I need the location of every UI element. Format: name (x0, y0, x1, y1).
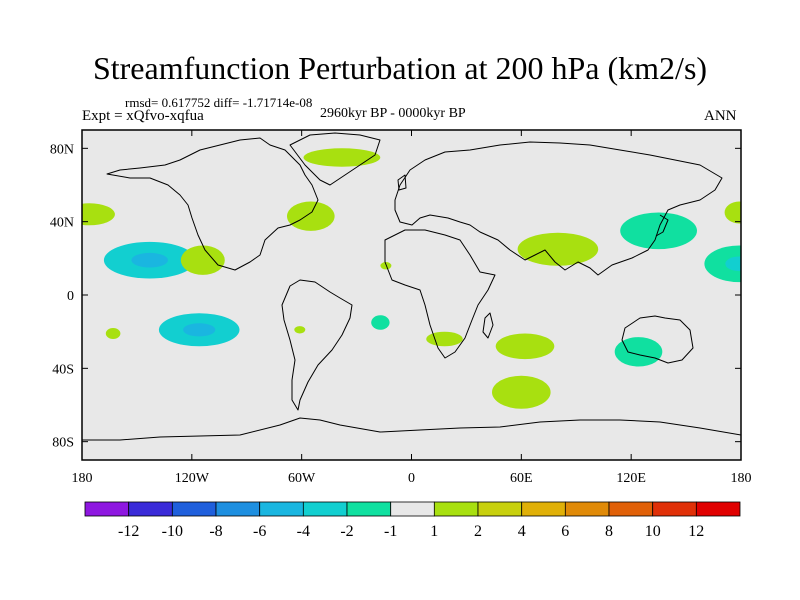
y-tick-label: 80S (52, 436, 74, 451)
colorbar-box (128, 501, 173, 517)
colorbar-label: 6 (561, 523, 569, 540)
anomaly-blob (620, 212, 697, 250)
colorbar-box (564, 501, 610, 517)
x-tick-label: 0 (408, 471, 415, 486)
experiment-label: Expt = xQfvo-xqfua (82, 108, 204, 124)
coast-south-america (281, 279, 353, 411)
x-tick-label: 180 (731, 471, 752, 486)
anomaly-blob (517, 232, 599, 266)
stats-label: rmsd= 0.617752 diff= -1.71714e-08 (125, 95, 313, 110)
colorbar-box (521, 501, 566, 517)
x-tick-label: 180 (72, 471, 93, 486)
colorbar-box (477, 501, 523, 517)
period-label: 2960kyr BP - 0000kyr BP (320, 106, 466, 121)
colorbar-label: 1 (430, 523, 438, 540)
colorbar-label: -10 (162, 523, 183, 540)
y-axis: 80N 40N 0 40S 80S (50, 142, 741, 451)
season-label: ANN (704, 108, 737, 124)
anomaly-blob (492, 375, 551, 409)
coast-uk (397, 174, 407, 191)
coast-greenland (289, 132, 381, 186)
chart-title: Streamfunction Perturbation at 200 hPa (… (92, 50, 708, 86)
colorbar-label: -12 (118, 523, 139, 540)
anomaly-blob (303, 148, 381, 167)
anomaly-blob (495, 333, 555, 360)
colorbar-box (390, 501, 435, 517)
colorbar-label: 2 (474, 523, 482, 540)
colorbar-label: -4 (297, 523, 310, 540)
colorbar-label: 4 (518, 523, 526, 540)
anomaly-core (725, 256, 741, 272)
x-tick-label: 120E (616, 471, 646, 486)
x-tick-label: 60W (288, 471, 316, 486)
anomaly-blob (294, 326, 306, 334)
anomaly-blob (724, 201, 741, 224)
colorbar-box (215, 501, 261, 517)
anomaly-blob (380, 262, 392, 270)
coast-africa (384, 229, 496, 359)
colorbar-label: 10 (645, 523, 661, 540)
coast-australia (621, 315, 694, 364)
coast-antarctica (82, 417, 741, 441)
x-tick-label: 120W (175, 471, 210, 486)
anomaly-blob (287, 201, 335, 231)
anomaly-core (183, 323, 216, 337)
anomaly-core (131, 252, 168, 268)
colorbar-box (259, 501, 304, 517)
anomaly-blob (180, 245, 225, 275)
anomaly-layer (82, 148, 741, 409)
colorbar-label: -2 (340, 523, 353, 540)
x-tick-label: 60E (510, 471, 533, 486)
colorbar-label: 8 (605, 523, 613, 540)
colorbar-box (84, 501, 130, 517)
anomaly-blob (614, 337, 663, 367)
y-tick-label: 40S (52, 362, 74, 377)
coast-japan (655, 214, 669, 237)
coast-eurasia (394, 141, 723, 276)
colorbar-label: 12 (688, 523, 704, 540)
coast-north-america (106, 137, 319, 271)
y-tick-label: 40N (50, 216, 74, 231)
x-axis: 180 120W 60W 0 60E 120E 180 (72, 130, 752, 486)
y-tick-label: 80N (50, 142, 74, 157)
coast-madagascar (482, 312, 494, 339)
colorbar-label: -8 (209, 523, 222, 540)
anomaly-blob (105, 328, 121, 339)
colorbar-box (302, 501, 348, 517)
coastlines (82, 132, 741, 441)
plot-background (82, 130, 741, 460)
colorbar-box (695, 501, 741, 517)
colorbar-box (433, 501, 479, 517)
anomaly-blob (371, 315, 390, 330)
colorbar-box (652, 501, 697, 517)
colorbar-label: -6 (253, 523, 266, 540)
anomaly-blob (426, 331, 463, 347)
y-tick-label: 0 (67, 289, 74, 304)
anomaly-blob (82, 203, 115, 226)
anomaly-blob (704, 245, 741, 283)
colorbar-box (608, 501, 654, 517)
colorbar-label: -1 (384, 523, 397, 540)
colorbar-box (346, 501, 392, 517)
colorbar-box (171, 501, 217, 517)
